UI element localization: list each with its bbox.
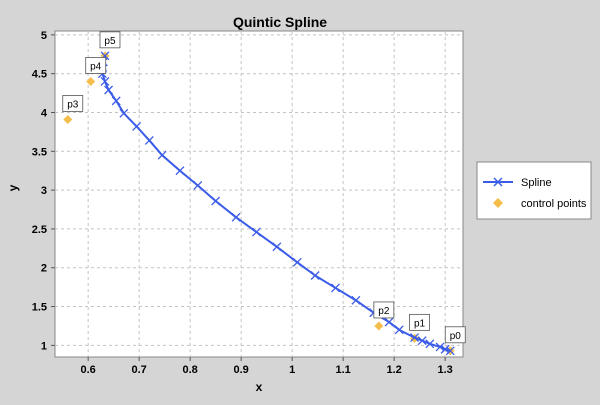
spline-point-marker	[410, 333, 420, 343]
y-tick-label: 5	[41, 30, 47, 42]
spline-point-marker	[144, 135, 154, 145]
spline-point-marker	[384, 317, 394, 327]
y-tick-label: 2	[41, 263, 47, 275]
x-tick-label: 1.1	[336, 364, 351, 376]
y-tick-label: 2.5	[32, 224, 47, 236]
control-point-label: p0	[450, 331, 462, 342]
control-point-label: p1	[414, 318, 426, 329]
spline-point-marker	[331, 283, 340, 293]
spline-point-marker	[351, 295, 361, 305]
legend-box	[476, 161, 592, 220]
control-point-label-box	[85, 57, 107, 74]
legend-control-points-marker	[493, 198, 503, 208]
x-tick-label: 0.9	[234, 364, 249, 376]
control-point-label: p2	[378, 306, 390, 317]
chart-title: Quintic Spline	[233, 14, 327, 30]
spline-point-marker	[175, 166, 185, 176]
control-point-label-box	[409, 313, 430, 331]
spline-point-marker	[440, 344, 450, 354]
spline-point-marker	[111, 96, 121, 106]
y-axis-label: y	[6, 184, 20, 191]
spline-point-marker	[132, 122, 142, 131]
x-tick-label: 0.6	[81, 364, 96, 376]
x-tick-label: 0.8	[183, 364, 198, 376]
x-tick-label: 1.2	[387, 364, 402, 376]
series-layer: p0 p1 p2 p3 p4 p5	[62, 31, 466, 356]
spline-point-marker	[100, 76, 110, 86]
control-point-label-box	[62, 95, 84, 112]
y-tick-label: 4	[41, 108, 48, 120]
control-point-marker	[374, 321, 384, 331]
x-tick-label: 0.7	[132, 364, 147, 376]
plot-area	[54, 30, 464, 358]
control-point-label: p4	[90, 61, 102, 72]
spline-point-marker	[251, 227, 261, 237]
spline-point-marker	[231, 212, 241, 222]
control-point-marker	[86, 76, 96, 86]
legend-control-points-label: control points	[521, 198, 587, 210]
spline-point-marker	[211, 196, 221, 206]
control-point-label: p5	[104, 36, 116, 47]
spline-point-marker	[272, 242, 282, 252]
spline-point-marker	[417, 336, 427, 346]
y-tick-label: 1.5	[32, 302, 47, 314]
legend: Spline control points	[476, 161, 592, 220]
spline-point-marker	[445, 346, 455, 356]
control-point-label-box	[99, 31, 121, 49]
y-tick-label: 1	[41, 340, 47, 352]
spline-point-marker	[193, 181, 203, 190]
legend-spline-label: Spline	[521, 177, 552, 189]
control-point-label: p3	[67, 99, 79, 110]
spline-point-marker	[119, 108, 129, 118]
x-tick-label: 1.3	[438, 364, 453, 376]
spline-point-marker	[425, 339, 435, 349]
control-point-label-box	[373, 301, 395, 319]
spline-point-marker	[157, 150, 167, 160]
y-tick-label: 3	[41, 185, 47, 197]
x-tick-label: 1	[289, 364, 295, 376]
spline-point-marker	[435, 342, 445, 352]
spline-point-marker	[292, 257, 302, 267]
legend-spline-marker	[493, 177, 503, 187]
y-tick-label: 3.5	[32, 146, 47, 158]
spline-point-marker	[310, 271, 320, 280]
control-point-marker	[63, 114, 73, 124]
axis-ticks: 0.6 0.7 0.8 0.9 1 1.1 1.2 1.3 1 1.5 2 2.5 3 3.5 4 4.5 5	[32, 30, 453, 376]
spline-point-marker	[394, 325, 404, 335]
control-point-label-box	[444, 326, 466, 344]
y-tick-label: 4.5	[32, 69, 47, 81]
x-axis-label: x	[256, 380, 263, 394]
spline-point-marker	[104, 85, 114, 95]
